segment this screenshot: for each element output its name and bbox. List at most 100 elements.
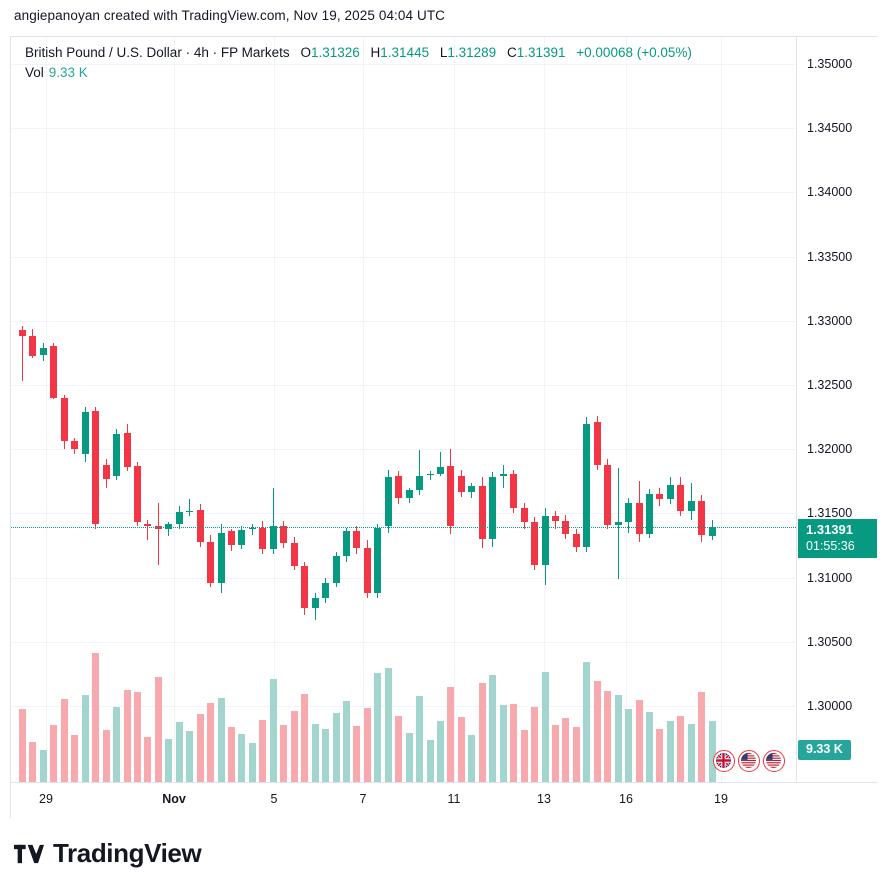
gridline-vertical <box>274 37 275 782</box>
price-tick-label: 1.32000 <box>807 442 853 457</box>
volume-bar <box>395 715 403 782</box>
candle-body <box>311 598 319 609</box>
volume-bar <box>562 718 570 782</box>
current-price-line <box>11 527 796 529</box>
gridline-vertical <box>626 37 627 782</box>
time-tick-label: 29 <box>39 792 53 806</box>
candle-body <box>269 526 277 550</box>
price-scale[interactable]: 1.35000 1.34500 1.34000 1.33500 1.33000 1.325… <box>796 37 878 782</box>
volume-bar <box>625 709 633 782</box>
candle-body <box>113 433 121 477</box>
candle-body <box>499 473 507 477</box>
candle-body <box>395 476 403 498</box>
gridline-horizontal <box>11 577 796 579</box>
candle-body <box>19 329 26 337</box>
candle-body <box>635 503 643 534</box>
candle-body <box>71 441 79 450</box>
volume-bar <box>489 675 497 782</box>
candle-body <box>39 347 47 356</box>
volume-bar <box>175 722 183 782</box>
candle-body <box>405 490 413 498</box>
candle-wick <box>168 522 170 537</box>
time-tick-label: 11 <box>447 792 461 806</box>
uk-flag-icon[interactable] <box>713 750 735 772</box>
chart-pane[interactable] <box>11 37 796 782</box>
candle-body <box>81 411 89 455</box>
candle-body <box>426 473 434 476</box>
volume-bar <box>165 739 173 782</box>
candle-body <box>280 526 288 543</box>
candle-body <box>102 464 110 479</box>
volume-bar <box>196 714 204 782</box>
time-scale[interactable]: 29 Nov 5 7 11 13 16 19 <box>11 782 878 818</box>
volume-badge: 9.33 K <box>798 740 851 760</box>
volume-bar <box>677 715 685 782</box>
price-tick-label: 1.34500 <box>807 121 853 136</box>
volume-bar <box>666 720 674 782</box>
candle-body <box>342 531 350 556</box>
time-tick-label: Nov <box>162 792 186 806</box>
volume-bar <box>19 709 26 782</box>
candle-body <box>133 465 141 523</box>
candle-body <box>238 530 246 546</box>
candle-body <box>301 566 309 609</box>
candle-body <box>196 509 204 542</box>
price-tick-label: 1.31500 <box>807 506 853 521</box>
gridline-vertical <box>454 37 455 782</box>
candle-body <box>123 432 131 468</box>
tradingview-logo-icon <box>14 844 44 863</box>
us-flag-icon[interactable] <box>738 750 760 772</box>
gridline-horizontal <box>11 641 796 643</box>
volume-bar <box>301 693 309 782</box>
price-tick-label: 1.33000 <box>807 313 853 328</box>
candle-wick <box>22 325 23 382</box>
candle-body <box>332 555 340 583</box>
candle-body <box>510 473 518 509</box>
volume-bar <box>207 702 215 782</box>
price-tick-label: 1.30000 <box>807 699 853 713</box>
candle-body <box>478 486 486 540</box>
volume-bar <box>228 727 235 782</box>
candle-body <box>290 542 298 567</box>
volume-bar <box>374 672 382 782</box>
volume-bar <box>457 717 465 782</box>
volume-bar <box>363 707 371 782</box>
volume-bar <box>478 683 486 782</box>
volume-bar <box>248 743 256 782</box>
candle-body <box>489 477 497 540</box>
flag-graphic <box>766 753 781 768</box>
time-tick-label: 16 <box>619 792 633 806</box>
volume-bar <box>416 696 424 782</box>
volume-bar <box>437 720 444 782</box>
volume-bar <box>635 700 643 782</box>
volume-bar <box>572 727 580 782</box>
volume-bar <box>510 704 518 782</box>
volume-bar <box>154 676 162 782</box>
candle-body <box>186 510 194 513</box>
volume-bar <box>29 741 37 782</box>
volume-bar <box>217 697 225 782</box>
us-flag-icon[interactable] <box>763 750 785 772</box>
candle-body <box>520 508 528 523</box>
volume-bar <box>551 724 559 782</box>
flag-graphic <box>716 753 731 768</box>
chart-frame: British Pound / U.S. Dollar · 4h · FP Ma… <box>10 36 878 818</box>
volume-bar <box>92 653 100 782</box>
gridline-horizontal <box>11 256 796 258</box>
gridline-vertical <box>46 37 47 782</box>
candle-wick <box>440 451 441 477</box>
price-tick-label: 1.35000 <box>807 57 853 71</box>
attribution-text: angiepanoyan created with TradingView.co… <box>14 8 446 23</box>
volume-bar <box>133 692 141 782</box>
candlestick-series <box>11 37 796 782</box>
candle-body <box>531 522 539 565</box>
candle-body <box>583 423 591 547</box>
candle-body <box>353 531 361 549</box>
candle-body <box>259 527 267 550</box>
volume-bar <box>531 706 539 782</box>
gridline-horizontal <box>11 128 796 130</box>
candle-body <box>625 503 633 523</box>
volume-bar <box>405 732 413 782</box>
volume-bar <box>332 713 340 782</box>
candle-wick <box>272 487 274 555</box>
